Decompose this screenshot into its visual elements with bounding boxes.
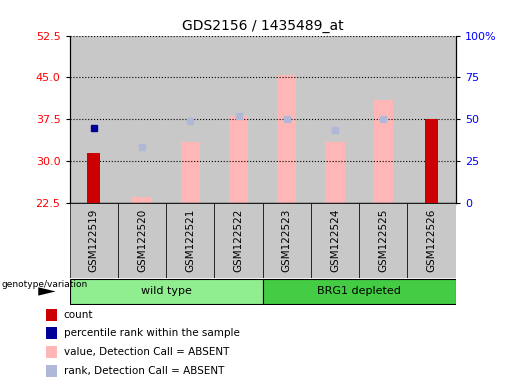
Bar bbox=[325, 142, 345, 203]
Bar bbox=[263, 36, 311, 203]
Bar bbox=[87, 153, 100, 203]
Text: rank, Detection Call = ABSENT: rank, Detection Call = ABSENT bbox=[64, 366, 224, 376]
Text: percentile rank within the sample: percentile rank within the sample bbox=[64, 328, 240, 338]
Text: GSM122521: GSM122521 bbox=[185, 209, 195, 272]
Bar bbox=[425, 119, 438, 203]
Bar bbox=[407, 36, 456, 203]
Bar bbox=[70, 203, 118, 278]
Text: BRG1 depleted: BRG1 depleted bbox=[317, 286, 401, 296]
Bar bbox=[166, 203, 214, 278]
Bar bbox=[229, 116, 248, 203]
Polygon shape bbox=[38, 287, 56, 296]
Bar bbox=[166, 36, 214, 203]
Bar bbox=[214, 36, 263, 203]
Bar bbox=[132, 197, 151, 203]
Bar bbox=[311, 203, 359, 278]
Bar bbox=[359, 203, 407, 278]
Bar bbox=[46, 365, 57, 377]
Text: GSM122526: GSM122526 bbox=[426, 209, 437, 272]
Bar bbox=[263, 279, 456, 304]
Bar bbox=[46, 346, 57, 358]
Bar bbox=[118, 36, 166, 203]
Text: GSM122520: GSM122520 bbox=[137, 209, 147, 272]
Text: GSM122519: GSM122519 bbox=[89, 209, 99, 272]
Title: GDS2156 / 1435489_at: GDS2156 / 1435489_at bbox=[182, 19, 344, 33]
Bar bbox=[263, 203, 311, 278]
Text: GSM122525: GSM122525 bbox=[379, 209, 388, 272]
Bar bbox=[181, 142, 200, 203]
Text: GSM122524: GSM122524 bbox=[330, 209, 340, 272]
Bar bbox=[70, 36, 118, 203]
Text: GSM122523: GSM122523 bbox=[282, 209, 292, 272]
Bar bbox=[359, 36, 407, 203]
Bar bbox=[46, 309, 57, 321]
Bar bbox=[118, 203, 166, 278]
Bar bbox=[46, 328, 57, 339]
Text: value, Detection Call = ABSENT: value, Detection Call = ABSENT bbox=[64, 347, 229, 357]
Text: GSM122522: GSM122522 bbox=[233, 209, 244, 272]
Bar bbox=[214, 203, 263, 278]
Bar bbox=[277, 74, 297, 203]
Bar bbox=[374, 100, 393, 203]
Bar bbox=[407, 203, 456, 278]
Text: count: count bbox=[64, 310, 93, 319]
Text: wild type: wild type bbox=[141, 286, 192, 296]
Bar bbox=[70, 279, 263, 304]
Text: genotype/variation: genotype/variation bbox=[2, 280, 88, 289]
Bar bbox=[311, 36, 359, 203]
